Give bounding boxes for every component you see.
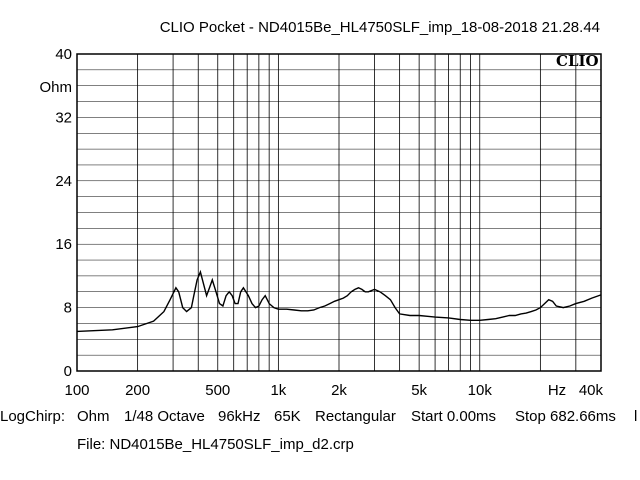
x-tick-label: 2k [331, 382, 347, 399]
y-tick-label: 32 [55, 109, 72, 126]
y-tick-label: 8 [64, 300, 72, 317]
x-tick-label: 500 [205, 382, 230, 399]
x-tick-label: 100 [64, 382, 89, 399]
smoothing-label: 1/48 Octave [124, 408, 205, 425]
y-tick-labels: 0 8 16 24 32 40 [55, 46, 72, 380]
unit-label: Ohm [77, 408, 110, 425]
y-tick-label: 24 [55, 173, 72, 190]
mode-label: LogChirp: [0, 408, 66, 425]
truncated-label: l [634, 408, 638, 425]
y-tick-label: 40 [55, 46, 72, 63]
x-tick-label: 1k [270, 382, 286, 399]
plot-frame [76, 53, 602, 372]
y-tick-label: 16 [55, 236, 72, 253]
horizontal-grid [77, 69, 601, 356]
x-tick-labels: 100 200 500 1k 2k 5k 10k 40k [64, 382, 603, 399]
y-axis-unit-label: Ohm [39, 79, 72, 96]
window-label: Rectangular [315, 408, 396, 425]
y-tick-label: 0 [64, 363, 72, 380]
stop-time-label: Stop 682.66ms [515, 408, 616, 425]
x-tick-label: 5k [411, 382, 427, 399]
clio-logo: CLIO [556, 52, 599, 70]
start-time-label: Start 0.00ms [411, 408, 497, 425]
x-axis-unit-label: Hz [548, 382, 566, 399]
file-name-label: File: ND4015Be_HL4750SLF_imp_d2.crp [77, 436, 354, 453]
impedance-trace [76, 269, 602, 333]
chart-title: CLIO Pocket - ND4015Be_HL4750SLF_imp_18-… [159, 19, 600, 36]
x-tick-label: 10k [468, 382, 493, 399]
x-tick-label: 200 [125, 382, 150, 399]
x-tick-label: 40k [579, 382, 604, 399]
sample-rate-label: 96kHz [218, 408, 261, 425]
points-label: 65K [274, 408, 301, 425]
